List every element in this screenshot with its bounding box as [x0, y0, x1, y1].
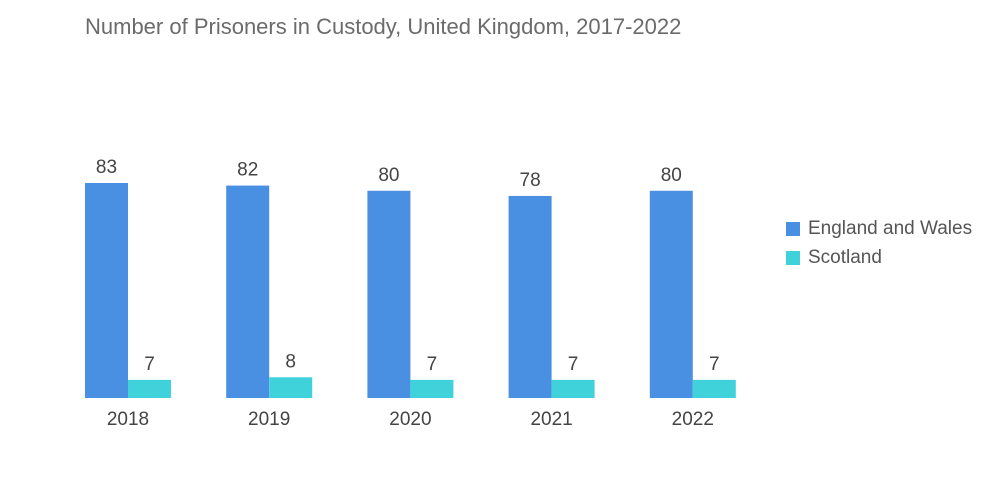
x-tick-label-2018: 2018 — [107, 409, 149, 430]
legend-item-scotland[interactable]: Scotland — [786, 243, 972, 272]
data-label-scotland-2018: 7 — [144, 354, 155, 375]
bar-england-and-wales-2019[interactable] — [226, 185, 270, 398]
bar-england-and-wales-2020[interactable] — [367, 190, 411, 398]
data-label-scotland-2022: 7 — [709, 354, 720, 375]
data-label-england-and-wales-2020: 80 — [378, 165, 399, 186]
data-label-england-and-wales-2022: 80 — [661, 165, 682, 186]
data-label-scotland-2020: 7 — [427, 354, 438, 375]
legend-swatch-england-and-wales — [786, 221, 800, 236]
legend: England and Wales Scotland — [786, 214, 972, 272]
data-label-england-and-wales-2018: 83 — [96, 157, 117, 178]
data-label-scotland-2019: 8 — [285, 351, 296, 372]
x-tick-label-2020: 2020 — [389, 409, 431, 430]
data-label-england-and-wales-2021: 78 — [520, 170, 541, 191]
bar-england-and-wales-2018[interactable] — [85, 183, 128, 398]
x-tick-label-2021: 2021 — [530, 409, 572, 430]
x-tick-label-2019: 2019 — [248, 409, 290, 430]
x-tick-label-2022: 2022 — [672, 409, 714, 430]
bar-scotland-2022[interactable] — [692, 379, 736, 398]
bar-scotland-2020[interactable] — [410, 379, 454, 398]
legend-label-scotland: Scotland — [808, 246, 882, 268]
bar-scotland-2019[interactable] — [269, 377, 313, 398]
data-label-scotland-2021: 7 — [568, 354, 579, 375]
bar-england-and-wales-2022[interactable] — [649, 190, 693, 398]
bar-scotland-2021[interactable] — [551, 379, 595, 398]
legend-item-england-and-wales[interactable]: England and Wales — [786, 214, 972, 243]
bar-england-and-wales-2021[interactable] — [508, 195, 552, 398]
data-label-england-and-wales-2019: 82 — [237, 160, 258, 181]
legend-label-england-and-wales: England and Wales — [808, 217, 973, 239]
legend-swatch-scotland — [786, 250, 800, 265]
chart-title: Number of Prisoners in Custody, United K… — [85, 14, 682, 39]
bar-scotland-2018[interactable] — [128, 379, 171, 398]
